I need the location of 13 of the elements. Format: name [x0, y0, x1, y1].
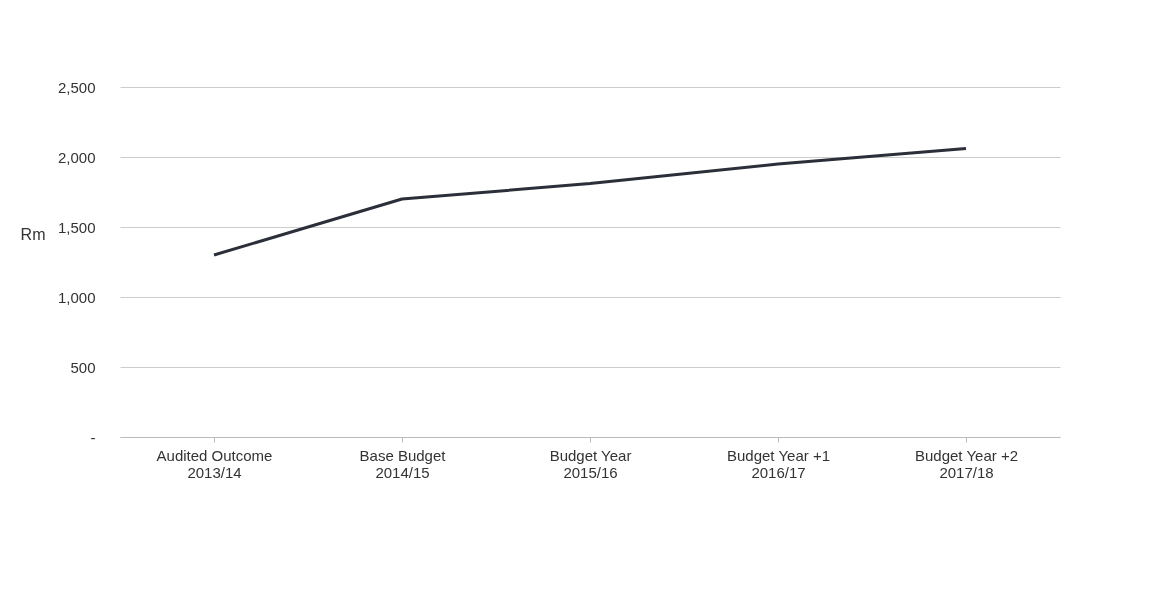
x-tick-label: Budget Year +2 2017/18: [914, 446, 1019, 481]
y-tick-label: 1,500: [57, 218, 96, 236]
x-tick-label: Budget Year +1 2016/17: [726, 446, 831, 481]
y-tick-label: -: [90, 428, 96, 446]
y-tick-label: 500: [70, 358, 96, 376]
x-tick-label: Budget Year 2015/16: [549, 446, 632, 481]
y-tick-label: 2,500: [57, 78, 96, 96]
x-tick-label: Audited Outcome 2013/14: [156, 446, 273, 481]
x-tick-label: Base Budget 2014/15: [359, 446, 447, 481]
y-tick-label: 2,000: [57, 148, 96, 166]
y-axis-title: Rm: [20, 225, 46, 243]
line-series: [212, 147, 968, 257]
y-tick-label: 1,000: [57, 288, 96, 306]
